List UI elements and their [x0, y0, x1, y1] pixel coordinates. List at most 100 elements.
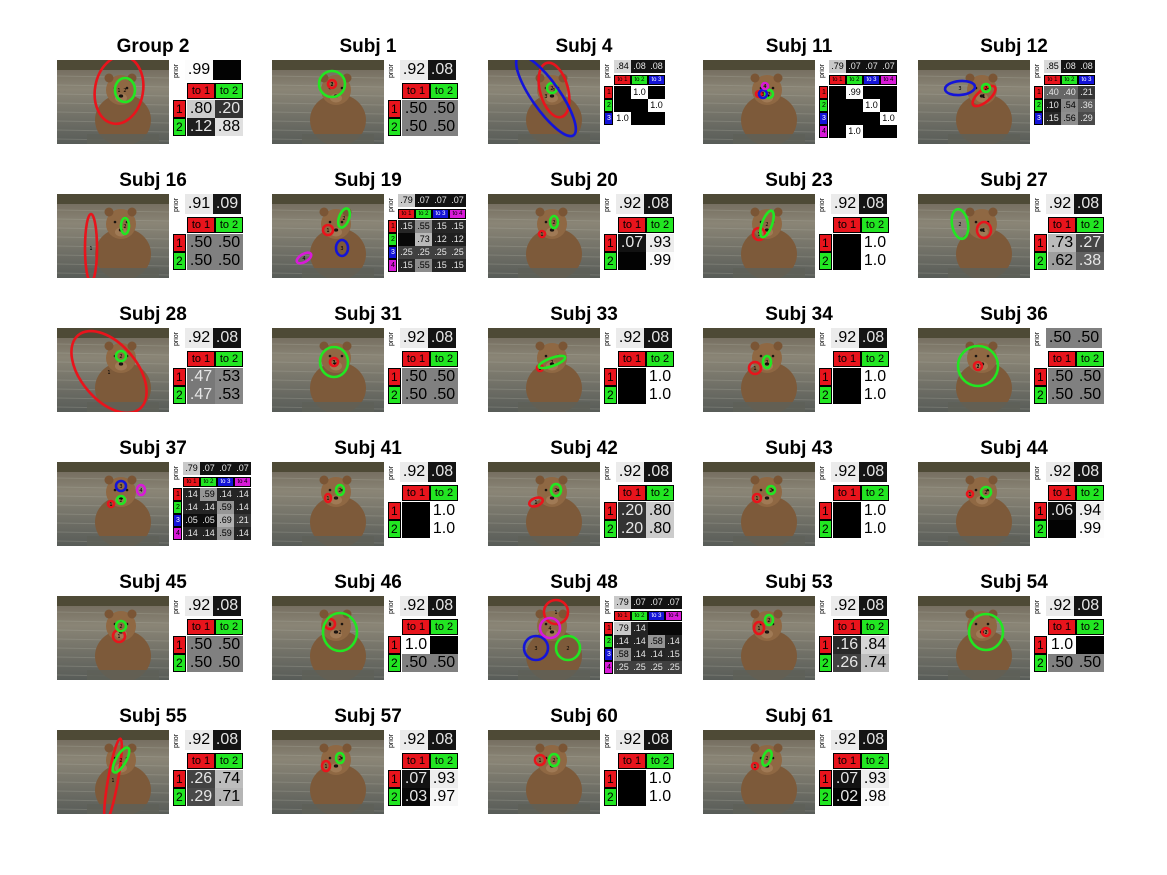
trans-cell-1-2: .50 — [215, 636, 243, 654]
header-to-1: to 1 — [618, 217, 646, 233]
trans-cell-1-1: .80 — [187, 100, 215, 118]
bear-photo: 1 2 3 4 — [272, 194, 384, 278]
trans-cell-1-1: .50 — [402, 100, 430, 118]
row-label-4: 4 — [604, 661, 613, 674]
prior-cell-1: .92 — [400, 462, 428, 482]
bear-body — [526, 228, 582, 278]
roi-label: 1 — [326, 228, 329, 234]
roi-label: 1 — [540, 232, 543, 238]
bear-nose — [333, 496, 339, 500]
bear-ear-left — [750, 743, 760, 753]
prior-cell-1: .92 — [1046, 462, 1074, 482]
roi-label: 3 — [340, 246, 343, 252]
panel-10: Subj 27 1 2 prior .92.08 to 1 to 2 1.73.27 2.62.… — [918, 170, 1118, 290]
hmm-matrices: prior .99 to 1 to 2 1.80.20 2.12.88 — [173, 60, 251, 144]
trans-cell-2-1: .50 — [402, 654, 430, 672]
panel-26: Subj 55 1 2 prior .92.08 to 1 to 2 1.26.74 2.29.… — [57, 706, 257, 826]
bear-ear-right — [558, 475, 568, 485]
trans-cell-2-1 — [829, 99, 846, 112]
roi-ellipse — [93, 60, 145, 126]
panel-title: Subj 46 — [334, 572, 402, 593]
trans-cell-2-2: .14 — [631, 635, 648, 648]
header-to-1: to 1 — [618, 485, 646, 501]
roi-label: 2 — [119, 624, 122, 630]
bear-ear-left — [104, 743, 114, 753]
roi-2 — [548, 214, 560, 230]
hmm-matrices: prior .92.08 to 1 to 2 1 1.0 2.50.50 — [1034, 596, 1112, 680]
trans-cell-2-2: .73 — [415, 233, 432, 246]
roi-label: 2 — [550, 360, 553, 366]
trans-cell-2-3: .12 — [432, 233, 449, 246]
prior-cell-2: .07 — [200, 462, 217, 475]
bear-ear-left — [535, 341, 545, 351]
header-to-2: to 2 — [1076, 351, 1104, 367]
trans-cell-1-3: .14 — [217, 488, 234, 501]
roi-label: 1 — [117, 88, 120, 94]
roi-label: 3 — [119, 484, 122, 490]
bear-eye-left — [544, 622, 548, 626]
panel-title: Subj 16 — [119, 170, 187, 191]
bear-body — [741, 228, 797, 278]
row-label-2: 2 — [173, 788, 186, 806]
bear-ear-left — [535, 743, 545, 753]
trans-cell-1-2: .84 — [861, 636, 889, 654]
row-label-2: 2 — [173, 252, 186, 270]
water-line — [87, 536, 159, 546]
trans-cell-2-2: .74 — [861, 654, 889, 672]
far-bank — [57, 60, 169, 70]
roi-label: 2 — [552, 220, 555, 226]
prior-cell-1: .92 — [1046, 596, 1074, 616]
trans-cell-2-2 — [846, 99, 863, 112]
bear-body — [95, 496, 151, 546]
header-to-2: to 2 — [846, 75, 863, 85]
trans-cell-2-2: .99 — [646, 252, 674, 270]
far-bank — [918, 596, 1030, 606]
header-to-2: to 2 — [215, 351, 243, 367]
trans-cell-2-1: .26 — [833, 654, 861, 672]
water-line — [518, 536, 590, 546]
trans-cell-2-2: .54 — [1061, 99, 1078, 112]
trans-cell-1-1: .15 — [398, 220, 415, 233]
far-bank — [918, 194, 1030, 204]
header-to-1: to 1 — [833, 485, 861, 501]
roi-label: 2 — [550, 86, 553, 92]
roi-ellipse — [980, 626, 992, 638]
roi-label: 3 — [534, 646, 537, 652]
row-label-2: 2 — [388, 386, 401, 404]
far-bank — [57, 328, 169, 338]
trans-cell-2-4: .14 — [234, 501, 251, 514]
prior-cell-2: .08 — [644, 194, 672, 214]
header-to-1: to 1 — [833, 753, 861, 769]
roi-label: 2 — [332, 360, 335, 366]
roi-label: 1 — [753, 366, 756, 372]
prior-label: prior — [819, 734, 826, 749]
panel-14: Subj 34 1 2 prior .92.08 to 1 to 2 1 1.0 2 1.0 — [703, 304, 903, 424]
roi-ellipse — [111, 746, 131, 774]
bear-nose — [118, 362, 124, 366]
trans-cell-4-2: .55 — [415, 259, 432, 272]
trans-cell-1-1: .40 — [1044, 86, 1061, 99]
roi-label: 1 — [326, 496, 329, 502]
roi-ellipse — [295, 251, 313, 265]
roi-label: 1 — [968, 492, 971, 498]
roi-ellipse — [950, 207, 970, 241]
hmm-matrices: prior .92.08 to 1 to 2 1.26.74 2.29.71 — [173, 730, 251, 814]
bear-ear-right — [342, 341, 352, 351]
roi-ellipse — [751, 226, 767, 242]
water-line — [87, 268, 159, 278]
row-label-2: 2 — [604, 99, 613, 112]
header-to-2: to 2 — [215, 83, 243, 99]
prior-label: prior — [1034, 466, 1041, 481]
trans-cell-3-4: .25 — [449, 246, 466, 259]
header-to-1: to 1 — [187, 351, 215, 367]
trans-cell-1-2: .50 — [430, 100, 458, 118]
row-label-3: 3 — [173, 514, 182, 527]
header-to-2: to 2 — [646, 753, 674, 769]
trans-cell-2-2: .80 — [646, 520, 674, 538]
roi-label: 2 — [765, 756, 768, 762]
trans-cell-1-1: .07 — [618, 234, 646, 252]
far-bank — [272, 328, 384, 338]
